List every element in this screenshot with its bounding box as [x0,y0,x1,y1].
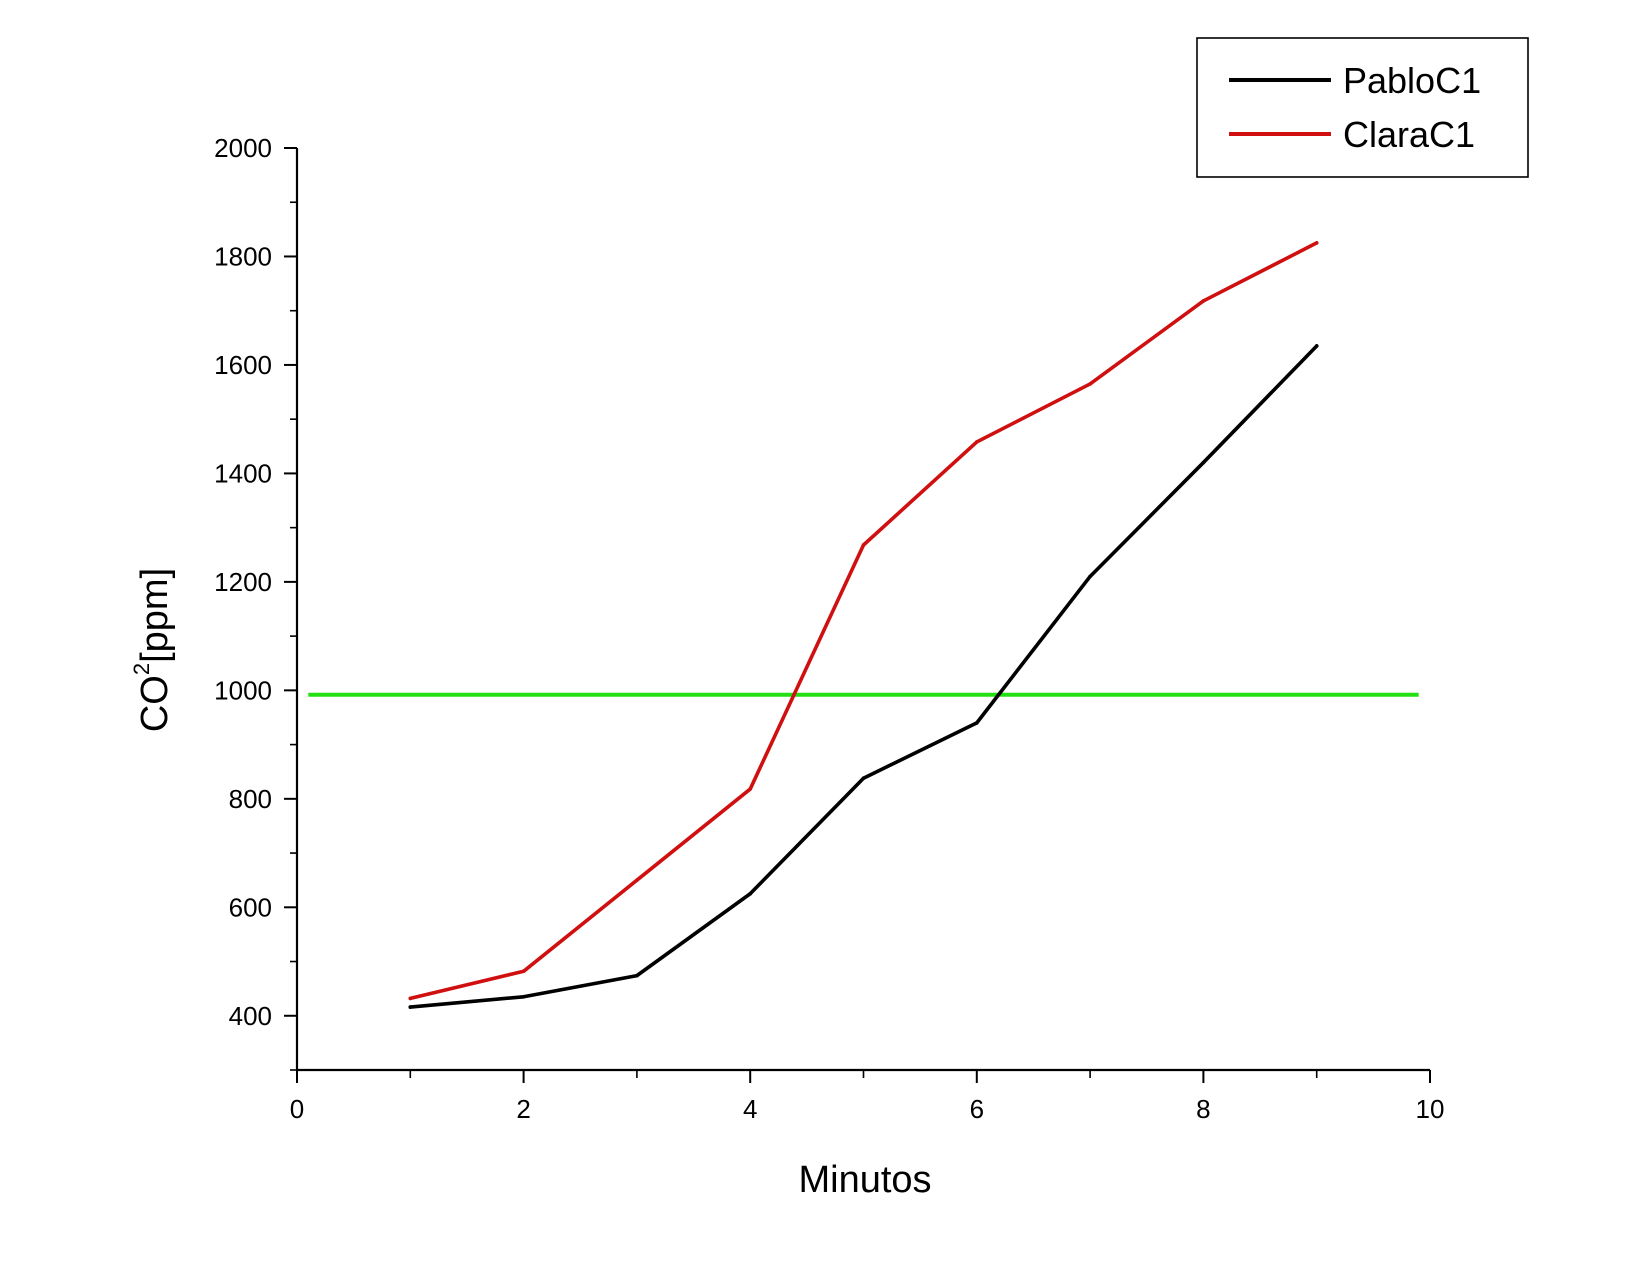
legend-label-clara: ClaraC1 [1343,114,1475,155]
y-tick-label: 1600 [214,350,272,380]
y-tick-label: 1200 [214,567,272,597]
data-point-pabloc1 [861,776,866,781]
data-point-pabloc1 [1314,344,1319,348]
x-tick-label: 8 [1196,1094,1210,1124]
y-tick-label: 1000 [214,675,272,705]
y-tick-label: 2000 [214,133,272,163]
legend-label-pablo: PabloC1 [1343,60,1481,101]
y-tick-label: 800 [229,784,272,814]
y-axis-title: CO2[ppm] [129,568,176,732]
data-point-pabloc1 [408,1005,413,1009]
data-point-clarac1 [861,543,866,547]
y-tick-label: 600 [229,892,272,922]
x-tick-label: 10 [1416,1094,1445,1124]
data-point-pabloc1 [635,973,639,978]
y-tick-label: 1800 [214,241,272,271]
data-point-pabloc1 [1088,574,1092,579]
x-axis-title: Minutos [798,1159,931,1201]
legend-box [1196,37,1529,178]
series-layer [408,241,1319,1009]
data-point-clarac1 [1314,241,1319,245]
y-axis-title-superscript: 2 [129,663,154,675]
data-point-clarac1 [1088,382,1092,386]
data-point-clarac1 [635,878,639,882]
data-point-clarac1 [408,996,413,1001]
data-point-clarac1 [521,969,526,974]
x-tick-label: 6 [970,1094,984,1124]
x-tick-label: 4 [743,1094,757,1124]
x-tick-label: 0 [290,1094,304,1124]
series-line-clarac1 [408,241,1319,1001]
data-point-clarac1 [748,787,752,791]
data-point-pabloc1 [1201,460,1206,465]
series-line-pabloc1 [408,344,1319,1009]
legend: PabloC1 ClaraC1 [1196,37,1529,178]
chart-axes: 0 2 4 6 8 10 400 600 800 1000 1200 1400 1600 1800 2000 [214,133,1444,1124]
data-point-pabloc1 [521,994,526,999]
y-tick-label: 1400 [214,458,272,488]
x-tick-label: 2 [516,1094,530,1124]
y-axis-title-main: CO [134,675,176,732]
data-point-pabloc1 [748,891,752,896]
y-axis-title-unit: [ppm] [134,568,176,663]
data-point-clarac1 [975,440,979,444]
data-point-pabloc1 [975,721,979,725]
y-tick-label: 400 [229,1001,272,1031]
data-point-clarac1 [1201,299,1206,303]
